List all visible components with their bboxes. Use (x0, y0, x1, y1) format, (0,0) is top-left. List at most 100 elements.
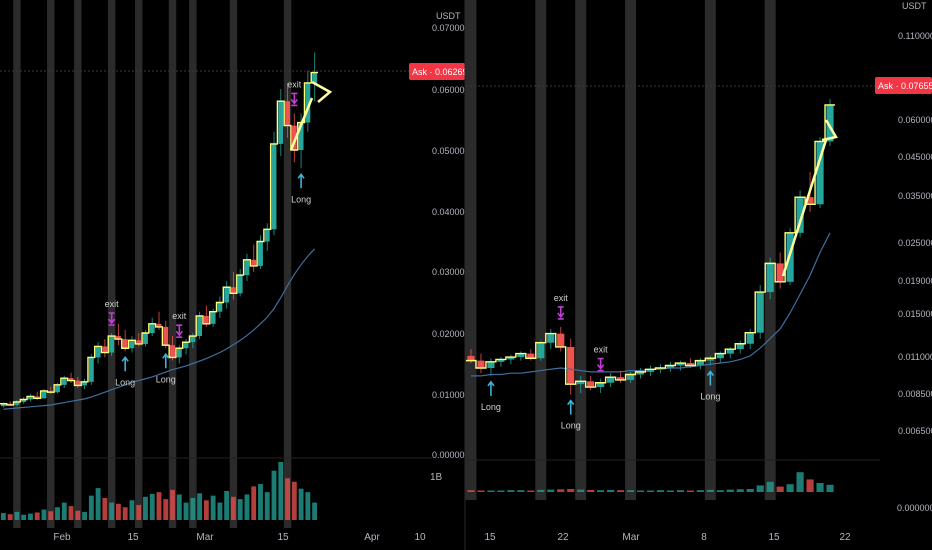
right-volume-bar (577, 489, 585, 492)
left-volume-bar (34, 512, 40, 520)
left-band (189, 0, 197, 528)
right-y-tick-label: 0.019000 (898, 276, 932, 286)
left-trend-arrow-shaft (289, 97, 314, 151)
left-volume-bar (285, 478, 290, 520)
left-annotations: exit exit Long Long exit Long (105, 79, 311, 387)
right-ask-badge[interactable] (875, 77, 932, 94)
right-y-tick-label: 0.015000 (898, 309, 932, 319)
right-volume-bar (626, 490, 635, 492)
right-band (704, 0, 716, 500)
left-band (283, 0, 292, 528)
left-x-tick-label: Mar (196, 532, 214, 543)
right-band (535, 0, 547, 500)
right-candle-body (756, 292, 764, 333)
left-candle-body (258, 241, 263, 266)
left-candle-body (224, 287, 230, 303)
right-candle-body (597, 382, 605, 388)
right-volume-bar (816, 483, 824, 492)
right-long-label: Long (700, 391, 720, 401)
left-candle-body (183, 342, 189, 349)
left-x-tick-label: Feb (53, 532, 71, 543)
right-candle-body (616, 377, 625, 380)
right-volume-bar (766, 481, 774, 492)
right-volume-bar (527, 490, 535, 492)
left-volume-bar (183, 502, 189, 520)
right-candle-body (776, 263, 784, 282)
right-candle-body (816, 141, 824, 205)
left-y-tick-label: 0.04000 (432, 207, 465, 217)
left-band (13, 0, 21, 528)
left-ask-badge[interactable] (409, 63, 465, 80)
right-candle-body (706, 358, 714, 361)
right-candle-body (527, 353, 535, 359)
right-volume-bar (786, 484, 794, 492)
right-volume-bar (686, 490, 694, 492)
left-x-axis-ticks: Feb 15 Mar 15 Apr 10 (53, 532, 426, 543)
left-volume-bar (68, 506, 74, 520)
right-band (575, 0, 587, 500)
right-candle-body (736, 343, 744, 350)
left-volume-bar (176, 494, 182, 520)
left-candle-body (190, 336, 196, 343)
right-volume-bar (646, 490, 655, 492)
right-candles (467, 99, 834, 395)
left-volume-label: 1B (430, 472, 443, 483)
right-volume-bar (666, 490, 675, 492)
right-volume-bar (597, 490, 605, 492)
right-candle-body (726, 349, 734, 354)
left-candle-body (264, 229, 270, 242)
left-candle-body (298, 122, 304, 150)
right-volume-bar (656, 490, 665, 492)
right-volume-bar (746, 489, 754, 492)
right-volume-bar (736, 489, 744, 492)
right-x-tick-label: 8 (701, 532, 707, 543)
right-candle-body (607, 377, 615, 383)
right-band (764, 0, 776, 500)
right-volume-bars (467, 472, 834, 492)
left-candle-body (21, 399, 27, 402)
right-annotations: exit exit Long Long Long (481, 293, 720, 431)
left-y-tick-label: 0.06000 (432, 85, 465, 95)
left-candle-body (28, 396, 33, 400)
right-session-bands (465, 0, 776, 500)
left-candle-body (109, 336, 115, 353)
right-y-tick-label: 0.008500 (898, 389, 932, 399)
left-volume-bar (156, 492, 162, 520)
left-candle-body (102, 346, 108, 353)
left-candle-body (122, 339, 128, 349)
left-band (47, 0, 55, 528)
left-candle-body (197, 315, 203, 337)
left-volume-bar (291, 481, 297, 520)
left-volume-bar (264, 492, 270, 520)
left-band (168, 0, 177, 528)
right-candle-body (626, 374, 635, 380)
left-long-marker-icon (121, 355, 129, 372)
left-candle-body (278, 101, 284, 144)
right-volume-bar (497, 490, 505, 492)
left-y-tick-label: 0.00000 (432, 450, 465, 460)
right-candle-body (826, 104, 834, 142)
left-volume-bar (217, 502, 223, 520)
right-volume-bar (537, 489, 545, 492)
left-candle-body (230, 287, 236, 294)
left-volume-bar (55, 507, 60, 520)
right-y-tick-label: 0.035000 (898, 191, 932, 201)
left-x-tick-label: 15 (127, 532, 139, 543)
right-y-tick-label: 0.060000 (898, 115, 932, 125)
left-volume-bar (203, 500, 209, 520)
left-volume-bar (82, 511, 88, 520)
right-candle-body (587, 381, 595, 388)
right-exit-label: exit (594, 345, 609, 355)
left-volume-bar (14, 511, 20, 520)
right-candle-body (507, 357, 515, 360)
right-x-tick-label: Mar (622, 532, 640, 543)
right-candle-body (557, 333, 565, 347)
left-volume-bar (305, 492, 311, 520)
left-y-axis-ticks: 0.07000 0.06000 0.05000 0.04000 0.03000 0.020… (432, 23, 465, 460)
right-y-tick-label: 0.025000 (898, 238, 932, 248)
right-x-tick-label: 22 (839, 532, 851, 543)
right-chart-panel[interactable]: exit exit Long Long Long USDT 0.110000 0.0600… (465, 0, 932, 543)
left-candle-body (75, 380, 81, 386)
right-volume-bar (616, 490, 625, 492)
